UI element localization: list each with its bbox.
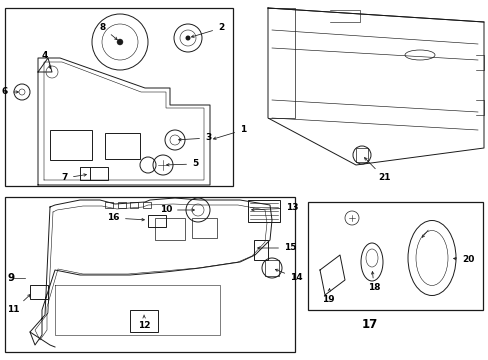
Text: 21: 21 [364,158,390,183]
Text: 5: 5 [166,159,198,168]
Bar [142,202,151,208]
Text: 8: 8 [100,23,117,40]
Bar [253,240,267,260]
Text: 18: 18 [367,271,380,292]
Bar [355,148,367,162]
Text: 14: 14 [275,269,302,283]
Text: 3: 3 [178,134,211,143]
Text: 2: 2 [191,23,224,37]
Text: 19: 19 [321,289,334,305]
Text: 1: 1 [213,126,246,139]
Bar [118,202,126,208]
Bar [247,200,280,222]
Text: 20: 20 [453,256,473,265]
Text: 12: 12 [138,315,150,329]
Bar [264,260,279,276]
Bar [90,167,108,180]
Bar [5,197,294,352]
Bar [130,310,158,332]
Text: 7: 7 [61,174,86,183]
Bar [130,202,138,208]
Text: 6: 6 [2,87,19,96]
Text: 10: 10 [159,206,194,215]
Bar [50,130,92,160]
Text: 11: 11 [7,294,30,315]
Bar [30,285,48,299]
Bar [105,202,113,208]
Text: 17: 17 [361,318,377,331]
Circle shape [185,36,190,40]
Text: 9: 9 [8,273,15,283]
Bar [307,202,482,310]
Bar [105,133,140,159]
Bar [148,215,165,227]
Bar [5,8,232,186]
Text: 16: 16 [107,213,144,222]
Bar [155,218,184,240]
Bar [192,218,217,238]
Text: 15: 15 [257,243,296,252]
Circle shape [117,39,123,45]
Text: 13: 13 [251,203,298,212]
Text: 4: 4 [42,50,51,69]
